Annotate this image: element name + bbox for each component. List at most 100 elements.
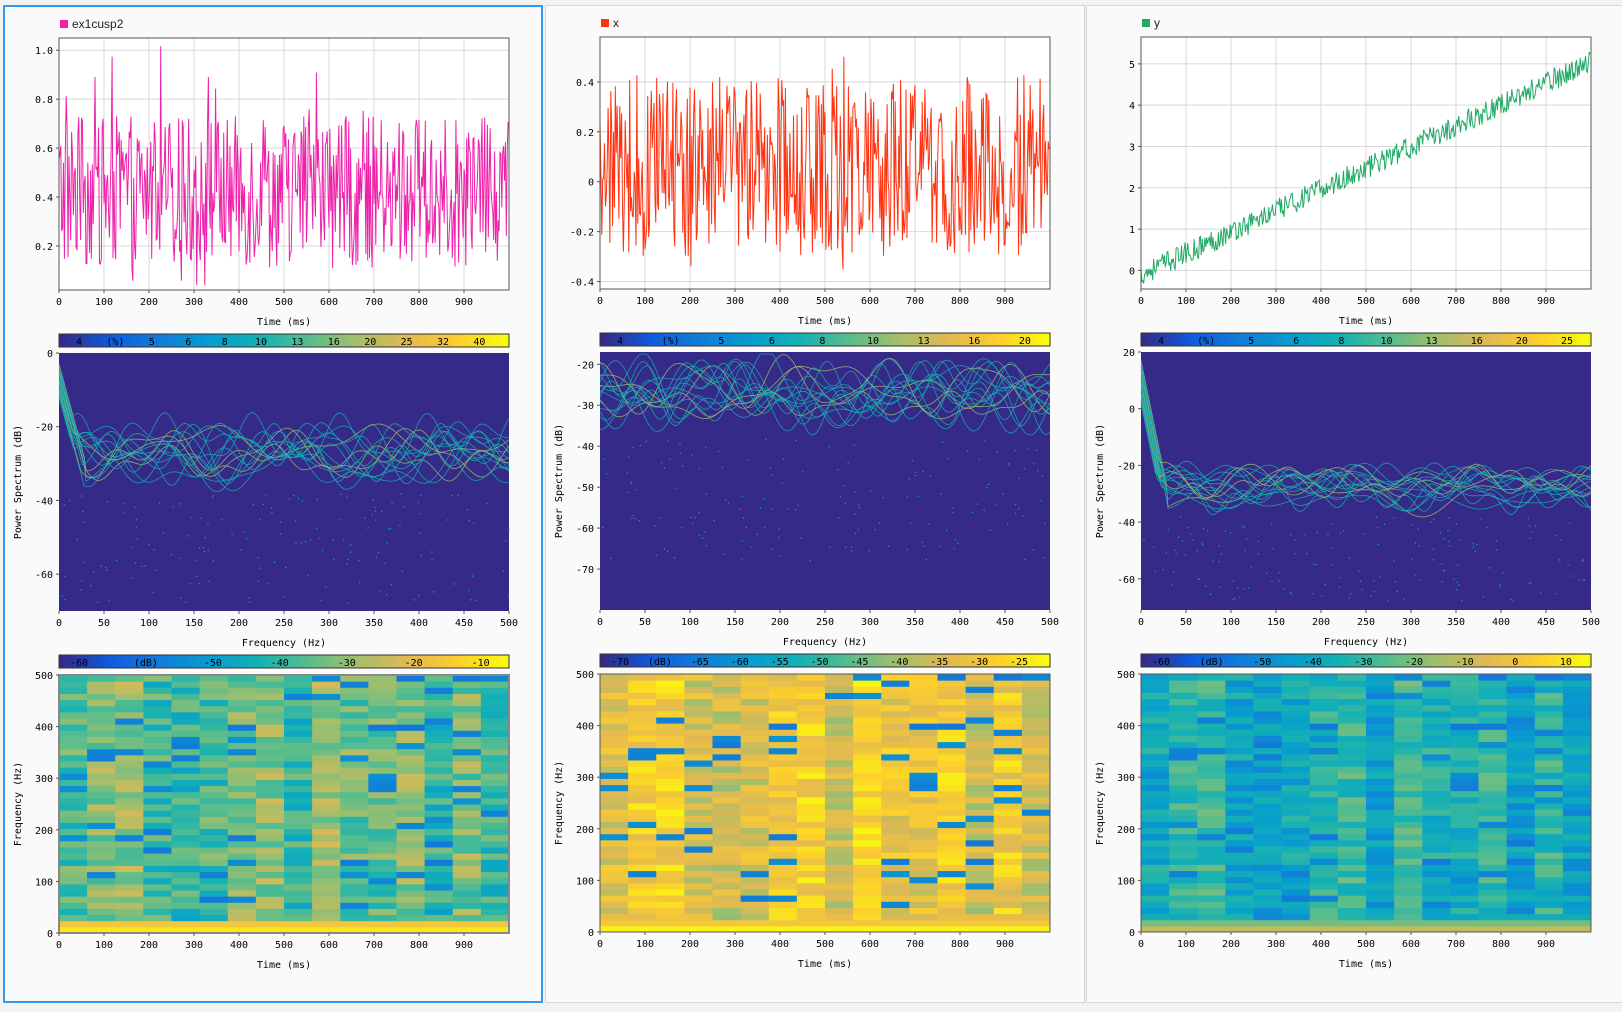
- colorbar-percent-segment: [1151, 333, 1157, 346]
- spectrum-curve: [58, 386, 510, 486]
- colorbar-percent-segment: [780, 333, 786, 346]
- spectrogram-cell: [1562, 717, 1592, 724]
- spectrogram-cell: [768, 864, 798, 872]
- spectrum-dot: [1530, 582, 1532, 584]
- colorbar-percent-segment: [1441, 333, 1447, 346]
- colorbar-percent-label: 4: [1158, 336, 1164, 347]
- colorbar-percent-segment: [950, 333, 956, 346]
- colorbar-percent-frame[interactable]: [1140, 332, 1592, 347]
- spectrogram-cell: [1253, 925, 1283, 933]
- spectrogram-cell: [199, 908, 229, 916]
- spectrogram-cell: [825, 741, 854, 749]
- colorbar-db-segment: [84, 655, 90, 668]
- spectrogram-cell: [796, 729, 826, 736]
- spectrogram-cell: [1309, 901, 1339, 908]
- colorbar-percent-segment: [810, 333, 816, 346]
- spectrogram-ylabel: Frequency (Hz): [554, 761, 565, 845]
- spectrogram-cell: [1225, 778, 1254, 786]
- spectrogram-cell: [1225, 889, 1254, 896]
- spectrogram-cell: [881, 790, 910, 798]
- spectrum-curve: [1140, 402, 1592, 509]
- spectrogram-cell: [965, 784, 995, 792]
- spectrogram-cell: [171, 865, 201, 873]
- spectrogram-cell: [965, 729, 995, 736]
- spectrogram-cell: [684, 846, 713, 853]
- colorbar-percent-segment: [109, 334, 115, 347]
- spectrogram-cell: [255, 761, 285, 768]
- colorbar-percent-frame[interactable]: [58, 333, 510, 348]
- spectrogram-cell: [1534, 760, 1564, 767]
- colorbar-db-frame[interactable]: [58, 654, 510, 669]
- spectrogram-cell: [1478, 710, 1508, 718]
- spectrogram-cell: [656, 753, 685, 761]
- colorbar-percent-frame[interactable]: [599, 332, 1051, 347]
- spectrogram-cell: [684, 796, 713, 804]
- spectrogram-cell: [1450, 796, 1479, 804]
- spectrogram-cell: [656, 864, 685, 872]
- colorbar-percent-segment: [1491, 333, 1497, 346]
- spectrum-dot: [910, 522, 912, 524]
- colorbar-percent-segment: [1256, 333, 1262, 346]
- colorbar-db-frame[interactable]: [599, 653, 1051, 668]
- spectrogram-cell: [340, 883, 369, 891]
- spectrogram-cell: [796, 839, 826, 847]
- spectrum-plot-area[interactable]: [59, 353, 509, 611]
- spectrogram-cell: [312, 914, 341, 922]
- spectrogram-cell: [740, 925, 770, 933]
- spectrogram-cell: [881, 882, 910, 890]
- spectrum-xlabel: Frequency (Hz): [1324, 637, 1408, 648]
- colorbar-db-segment: [1356, 654, 1362, 667]
- spectrogram-cell: [1450, 882, 1479, 890]
- spectrogram-cell: [937, 901, 967, 908]
- spectrum-dot: [829, 546, 831, 548]
- spectrogram-cell: [909, 901, 938, 908]
- spectrogram-cell: [1366, 766, 1395, 773]
- spectrogram-cell: [171, 693, 201, 701]
- spectrogram-cell: [1197, 772, 1226, 779]
- panel-ex1cusp2[interactable]: ex1cusp2 0 100 200 300 400 500 600 700 800 900 0.2 0…: [3, 5, 543, 1003]
- spectrogram-xtick-label: 400: [1312, 939, 1330, 950]
- spectrogram-cell: [1534, 846, 1564, 853]
- spectrum-dot: [1271, 580, 1273, 582]
- panel-y[interactable]: y 0 100 200 300 400 500 600 700 800 900 0 1 2 3 4 5 Time …: [1086, 5, 1622, 1003]
- spectrum-plot-area[interactable]: [1141, 352, 1591, 610]
- spectrogram-cell: [1169, 741, 1198, 749]
- spectrogram-cell: [909, 692, 938, 700]
- spectrogram-cell: [424, 797, 454, 805]
- spectrum-ytick-label: -20: [1117, 461, 1135, 472]
- spectrogram-cell: [143, 791, 172, 799]
- spectrogram-cell: [396, 865, 426, 873]
- colorbar-db-segment: [234, 655, 240, 668]
- spectrum-dot: [939, 545, 941, 548]
- spectrogram-cell: [909, 919, 938, 927]
- spectrogram-cell: [1337, 692, 1367, 700]
- colorbar-db-segment: [630, 654, 636, 667]
- spectrogram-cell: [600, 876, 629, 884]
- spectrum-curve: [599, 386, 1051, 405]
- panel-x[interactable]: x 0 100 200 300 400 500 600 700 800 900 -0.4 -0.2 0 0.…: [545, 5, 1085, 1003]
- colorbar-db-segment: [479, 655, 485, 668]
- spectrogram-cell: [143, 718, 172, 725]
- colorbar-db-frame[interactable]: [1140, 653, 1592, 668]
- spectrogram-cell: [937, 747, 967, 755]
- colorbar-db-segment: [635, 654, 641, 667]
- colorbar-percent-segment: [79, 334, 85, 347]
- colorbar-percent-segment: [464, 334, 470, 347]
- spectrogram-cell: [825, 858, 854, 865]
- spectrum-xtick-label: 450: [996, 617, 1014, 628]
- colorbar-percent-segment: [454, 334, 460, 347]
- spectrogram-cell: [768, 796, 798, 804]
- spectrum-dot: [90, 585, 92, 587]
- colorbar-percent-segment: [1531, 333, 1537, 346]
- spectrogram-ytick-label: 0: [588, 928, 594, 939]
- colorbar-db-segment: [1231, 654, 1237, 667]
- spectrogram-cell: [909, 895, 938, 902]
- spectrogram-cell: [227, 908, 257, 916]
- time-xtick-label: 300: [185, 297, 203, 308]
- colorbar-db-segment: [149, 655, 155, 668]
- spectrum-dot: [170, 554, 172, 556]
- colorbar-percent-segment: [615, 333, 621, 346]
- spectrogram-cell: [199, 871, 229, 879]
- spectrogram-cell: [881, 815, 910, 822]
- time-ytick-label: 0.8: [35, 95, 53, 106]
